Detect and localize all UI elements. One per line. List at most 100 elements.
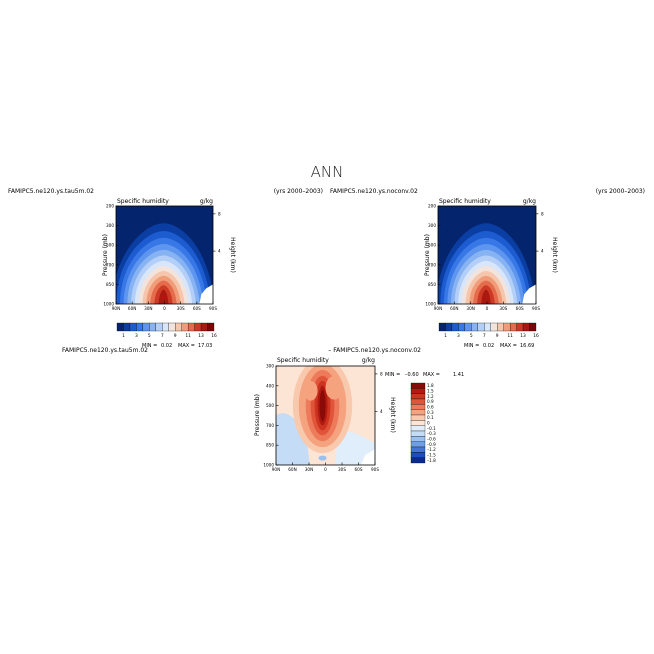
axis-ticks: 90N 60N 30N 0 30S 60S 90S 200 300 500 700 850 1000 8 4 bbox=[103, 204, 221, 312]
colorbar-swatch bbox=[410, 393, 426, 400]
x-tick-label: 30S bbox=[499, 306, 507, 311]
colorbar-label: 3 bbox=[135, 333, 138, 339]
x-tick-label: 90N bbox=[112, 306, 120, 311]
topography-mask bbox=[361, 449, 375, 465]
y-tick-label: 500 bbox=[428, 243, 436, 248]
colorbar: 1 3 5 7 9 11 13 16 bbox=[438, 322, 539, 339]
x-tick-label: 90N bbox=[272, 467, 280, 472]
x-tick-label: 30S bbox=[338, 467, 346, 472]
chart-title: Specific humidity bbox=[117, 198, 169, 205]
y-tick-label: 200 bbox=[428, 204, 436, 209]
colorbar-label: 1 bbox=[444, 333, 447, 339]
colorbar-label: 9 bbox=[496, 333, 499, 339]
x-tick-label: 0 bbox=[163, 306, 166, 311]
x-tick-label: 90S bbox=[209, 306, 217, 311]
colorbar-label: 1.8 bbox=[427, 383, 434, 388]
y-tick-label: 850 bbox=[428, 282, 436, 287]
panel-difference: FAMIPC5.ne120.ys.tau5m.02 – FAMIPC5.ne12… bbox=[62, 347, 464, 472]
max-value: 1.41 bbox=[453, 372, 464, 378]
colorbar-label: 7 bbox=[483, 333, 486, 339]
x-tick-label: 60S bbox=[193, 306, 201, 311]
y-axis-label: Pressure (mb) bbox=[424, 234, 431, 276]
colorbar-label: 0 bbox=[427, 421, 430, 426]
colorbar-swatch bbox=[200, 322, 208, 332]
colorbar-label: 3 bbox=[457, 333, 460, 339]
colorbar-swatch bbox=[194, 322, 202, 332]
colorbar-swatch bbox=[155, 322, 163, 332]
years-label: (yrs 2000–2003) bbox=[596, 188, 645, 195]
y-tick-label: 1000 bbox=[103, 302, 114, 307]
colorbar-swatch bbox=[410, 452, 426, 458]
colorbar-swatch bbox=[123, 322, 131, 332]
colorbar-swatch bbox=[410, 404, 426, 410]
colorbar-swatch bbox=[116, 322, 124, 332]
min-label: MIN = bbox=[142, 343, 157, 349]
colorbar-label: 5 bbox=[148, 333, 151, 339]
contour-band bbox=[319, 389, 326, 422]
axis-ticks: 90N 60N 30N 0 30S 60S 90S 300 400 500 700 850 1000 8 4 bbox=[263, 364, 383, 473]
colorbar-swatch bbox=[410, 446, 426, 453]
min-value: 0.02 bbox=[483, 343, 494, 349]
colorbar-label: 0.9 bbox=[427, 399, 434, 404]
y-tick-label: 300 bbox=[266, 364, 274, 369]
y-tick-label: 400 bbox=[266, 383, 274, 388]
axis-ticks: 90N 60N 30N 0 30S 60S 90S 200 300 500 700 850 1000 8 4 bbox=[425, 204, 544, 312]
x-tick-label: 90S bbox=[532, 306, 540, 311]
colorbar-swatch bbox=[175, 322, 182, 332]
panel-test: FAMIPC5.ne120.ys.noconv.02 (yrs 2000–200… bbox=[330, 188, 645, 349]
colorbar-swatch bbox=[136, 322, 144, 332]
colorbar-label: 11 bbox=[507, 333, 513, 339]
colorbar-swatch bbox=[522, 322, 530, 332]
contour-band bbox=[318, 455, 327, 461]
y-tick-label: 1000 bbox=[425, 302, 436, 307]
colorbar-swatch bbox=[162, 322, 169, 332]
colorbar-swatch bbox=[458, 322, 466, 332]
max-value: 16.69 bbox=[520, 343, 534, 349]
units-label: g/kg bbox=[200, 198, 213, 205]
y2-tick-label: 4 bbox=[541, 249, 544, 254]
y-axis-label: Pressure (mb) bbox=[254, 394, 261, 436]
max-label: MAX = bbox=[500, 343, 517, 349]
min-value: 0.02 bbox=[161, 343, 172, 349]
y-tick-label: 700 bbox=[428, 262, 436, 267]
y-tick-label: 300 bbox=[106, 223, 114, 228]
colorbar-label: 7 bbox=[161, 333, 164, 339]
colorbar-label: 1 bbox=[122, 333, 125, 339]
colorbar-swatch bbox=[529, 322, 537, 332]
x-tick-label: 0 bbox=[486, 306, 489, 311]
colorbar-swatch bbox=[503, 322, 511, 332]
x-tick-label: 30N bbox=[466, 306, 474, 311]
colorbar-swatch bbox=[477, 322, 485, 332]
x-tick-label: 60S bbox=[516, 306, 524, 311]
x-tick-label: 30N bbox=[144, 306, 152, 311]
colorbar-label: 1.5 bbox=[427, 389, 434, 394]
colorbar-swatch bbox=[410, 425, 426, 432]
page-title: ANN bbox=[311, 163, 344, 181]
contour-band bbox=[158, 289, 169, 304]
y2-tick-label: 8 bbox=[218, 211, 221, 216]
x-tick-label: 0 bbox=[324, 467, 327, 472]
colorbar: 1.81.51.20.90.60.30.10–0.1–0.3–0.6–0.9–1… bbox=[410, 382, 436, 464]
colorbar-swatch bbox=[142, 322, 150, 332]
colorbar-swatch bbox=[410, 441, 426, 448]
colorbar-swatch bbox=[410, 398, 426, 405]
y-tick-label: 700 bbox=[266, 423, 274, 428]
y2-tick-label: 8 bbox=[541, 211, 544, 216]
x-tick-label: 60S bbox=[355, 467, 363, 472]
y2-axis-label: Height (km) bbox=[229, 237, 236, 273]
y2-tick-label: 8 bbox=[380, 371, 383, 376]
x-tick-label: 90S bbox=[371, 467, 379, 472]
colorbar-swatch bbox=[149, 322, 156, 332]
colorbar-swatch bbox=[410, 409, 426, 416]
x-tick-label: 30N bbox=[305, 467, 313, 472]
colorbar-label: 16 bbox=[211, 333, 217, 339]
colorbar-swatch bbox=[509, 322, 517, 332]
units-label: g/kg bbox=[362, 357, 375, 364]
y-tick-label: 500 bbox=[106, 243, 114, 248]
colorbar-label: –1.8 bbox=[427, 458, 436, 463]
contour-band bbox=[303, 380, 318, 401]
colorbar-swatch bbox=[410, 420, 426, 426]
colorbar-label: 5 bbox=[470, 333, 473, 339]
colorbar-swatch bbox=[410, 436, 426, 442]
